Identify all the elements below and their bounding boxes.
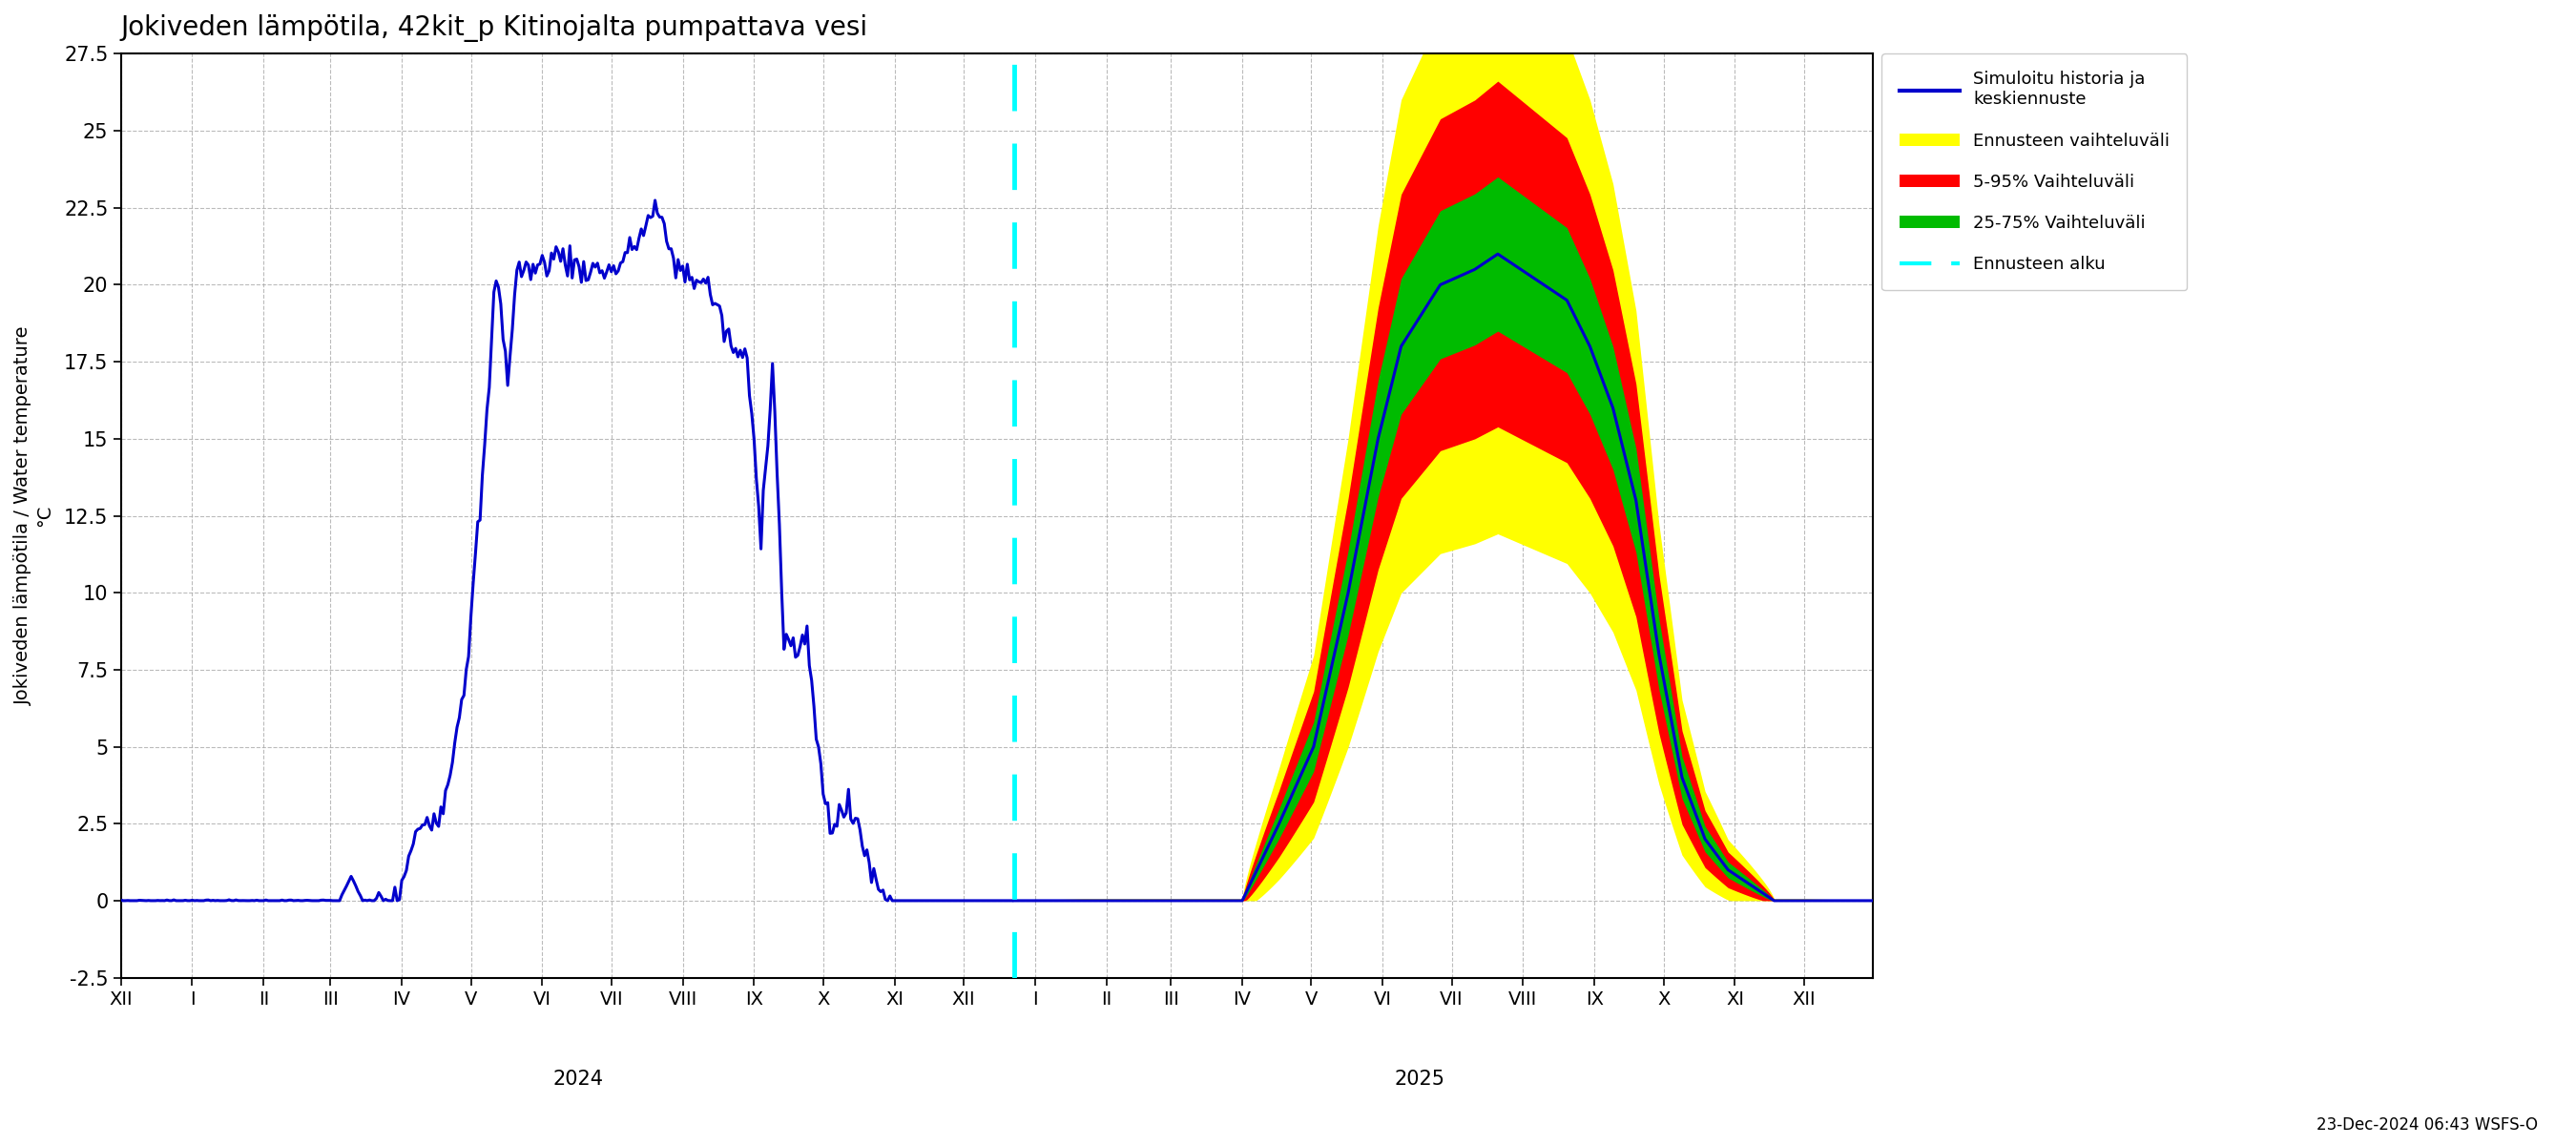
Y-axis label: Jokiveden lämpötila / Water temperature
°C: Jokiveden lämpötila / Water temperature …: [15, 326, 54, 705]
Text: Jokiveden lämpötila, 42kit_p Kitinojalta pumpattava vesi: Jokiveden lämpötila, 42kit_p Kitinojalta…: [121, 14, 868, 42]
Text: 2024: 2024: [554, 1071, 603, 1089]
Text: 2025: 2025: [1394, 1071, 1445, 1089]
Legend: Simuloitu historia ja
keskiennuste, Ennusteen vaihteluväli, 5-95% Vaihteluväli, : Simuloitu historia ja keskiennuste, Ennu…: [1883, 54, 2187, 291]
Text: 23-Dec-2024 06:43 WSFS-O: 23-Dec-2024 06:43 WSFS-O: [2316, 1116, 2537, 1134]
